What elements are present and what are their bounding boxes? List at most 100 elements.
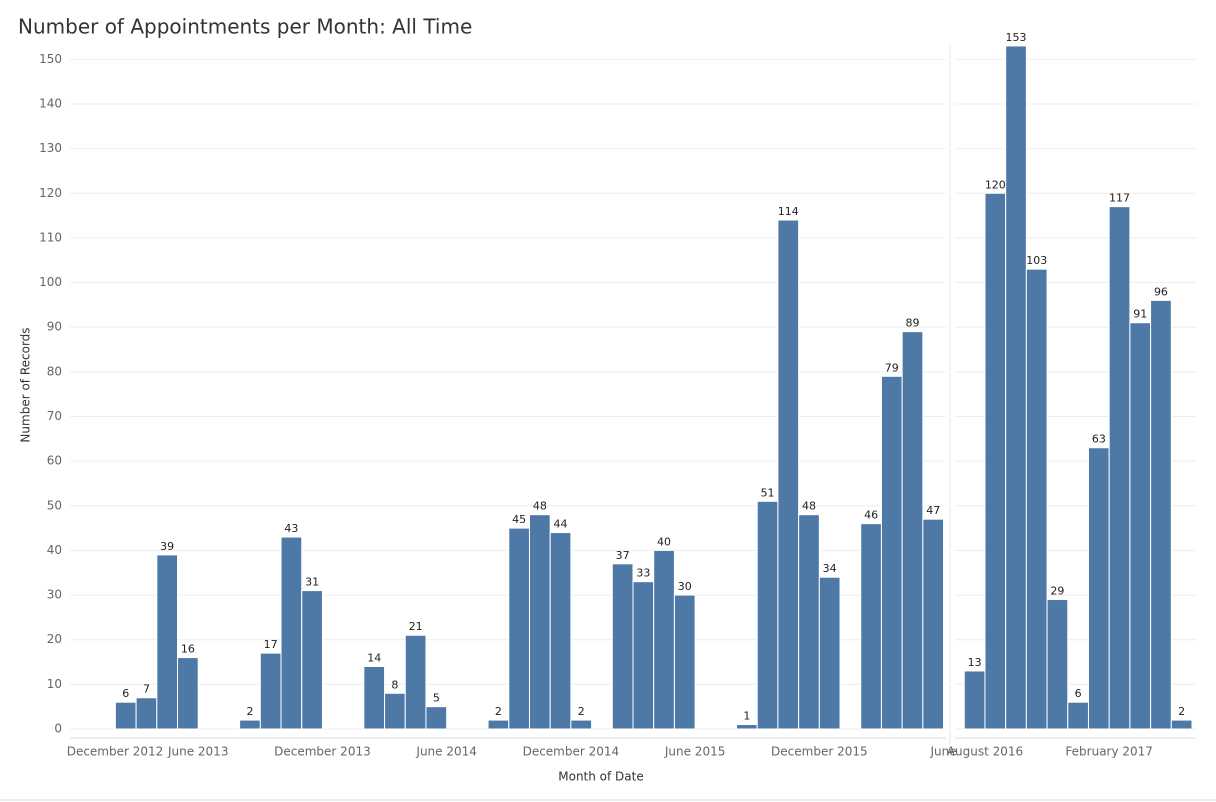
x-tick-label: June 2015 (664, 745, 726, 759)
bar (363, 665, 386, 730)
value-label: 2 (578, 705, 585, 718)
y-tick-label: 40 (47, 543, 62, 557)
y-tick-label: 60 (47, 454, 62, 468)
value-label: 30 (678, 580, 692, 593)
bar (177, 657, 199, 730)
bar (756, 500, 779, 730)
bar (508, 527, 530, 730)
value-label: 79 (885, 361, 899, 374)
bar (1046, 599, 1069, 730)
bar (156, 554, 179, 730)
bar (384, 692, 406, 730)
y-tick-label: 90 (47, 320, 62, 334)
bar (425, 706, 448, 730)
bar (487, 719, 510, 730)
value-label: 117 (1109, 192, 1130, 205)
value-label: 16 (181, 643, 195, 656)
value-label: 40 (657, 535, 671, 548)
y-tick-label: 120 (39, 186, 62, 200)
bar (798, 514, 820, 730)
chart-title: Number of Appointments per Month: All Ti… (18, 15, 472, 39)
value-label: 114 (778, 205, 799, 218)
value-label: 46 (864, 509, 878, 522)
value-label: 45 (512, 513, 526, 526)
value-label: 48 (533, 500, 547, 513)
y-axis-title: Number of Records (19, 327, 33, 442)
bar (880, 375, 903, 730)
value-label: 153 (1006, 31, 1027, 44)
bar (653, 549, 675, 730)
value-label: 103 (1026, 254, 1047, 267)
bar (280, 536, 303, 730)
bar (301, 590, 323, 730)
x-tick-label: August 2016 (947, 745, 1023, 759)
value-label: 6 (1075, 687, 1082, 700)
x-tick-label: December 2012 (67, 745, 164, 759)
value-label: 8 (391, 678, 398, 691)
bar (984, 192, 1007, 730)
bar (736, 724, 758, 730)
value-label: 2 (246, 705, 253, 718)
value-label: 63 (1092, 433, 1106, 446)
y-tick-label: 10 (47, 677, 62, 691)
value-label: 1 (743, 710, 750, 723)
bar (1005, 45, 1027, 730)
bar (777, 219, 800, 730)
value-label: 48 (802, 500, 816, 513)
bar (860, 523, 882, 730)
bar (135, 697, 158, 730)
x-tick-label: June 2013 (167, 745, 229, 759)
bar (1129, 322, 1152, 730)
value-label: 37 (616, 549, 630, 562)
x-tick-label: February 2017 (1065, 745, 1153, 759)
x-tick-label: December 2013 (274, 745, 371, 759)
bar (818, 576, 841, 730)
bar (1170, 719, 1193, 730)
y-tick-label: 130 (39, 141, 62, 155)
value-label: 91 (1133, 308, 1147, 321)
x-tick-label: June 2014 (415, 745, 477, 759)
bar (549, 532, 572, 730)
value-label: 13 (968, 656, 982, 669)
bar (673, 594, 696, 730)
bar (901, 331, 924, 730)
value-label: 5 (433, 692, 440, 705)
bar (1108, 206, 1131, 730)
bar (963, 670, 986, 730)
value-label: 89 (906, 317, 920, 330)
value-label: 51 (761, 486, 775, 499)
value-label: 31 (305, 576, 319, 589)
bar (1067, 701, 1089, 730)
bar (404, 634, 427, 730)
value-label: 29 (1050, 585, 1064, 598)
y-tick-label: 0 (54, 722, 62, 736)
bar (1150, 299, 1172, 730)
value-label: 21 (409, 620, 423, 633)
value-label: 14 (367, 651, 381, 664)
bar (114, 701, 137, 730)
bar (632, 581, 655, 730)
bar (611, 563, 634, 730)
x-tick-label: June (929, 745, 956, 759)
y-tick-label: 50 (47, 498, 62, 512)
y-tick-label: 30 (47, 588, 62, 602)
value-label: 33 (636, 567, 650, 580)
bar (1087, 447, 1110, 730)
bar (239, 719, 261, 730)
y-tick-label: 100 (39, 275, 62, 289)
y-tick-label: 20 (47, 632, 62, 646)
bar (528, 514, 551, 730)
value-label: 6 (122, 687, 129, 700)
value-label: 2 (495, 705, 502, 718)
value-label: 43 (284, 522, 298, 535)
x-tick-label: December 2015 (771, 745, 868, 759)
y-tick-label: 150 (39, 52, 62, 66)
y-tick-label: 110 (39, 230, 62, 244)
value-label: 7 (143, 683, 150, 696)
y-tick-label: 140 (39, 96, 62, 110)
value-label: 96 (1154, 285, 1168, 298)
x-axis-title: Month of Date (558, 770, 644, 784)
bar (922, 518, 945, 730)
bar (1025, 268, 1048, 730)
